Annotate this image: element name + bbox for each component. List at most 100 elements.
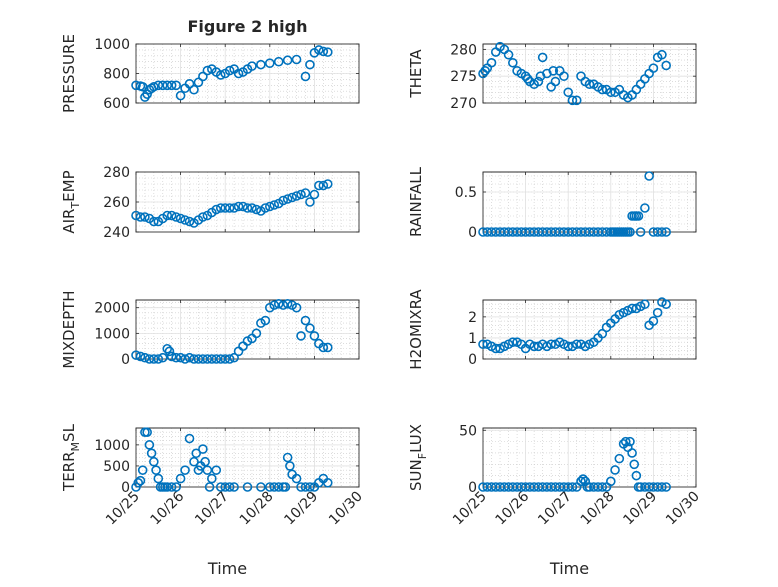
data-point xyxy=(291,54,302,65)
y-tick-label: 1000 xyxy=(94,326,130,342)
data-point xyxy=(657,482,667,492)
y-tick-label: 260 xyxy=(103,195,130,211)
data-point xyxy=(247,203,257,213)
data-point xyxy=(220,482,230,492)
data-point xyxy=(151,465,161,475)
data-point xyxy=(135,475,146,486)
y-tick-label: 280 xyxy=(450,42,477,58)
data-point xyxy=(153,473,164,484)
data-point xyxy=(193,354,204,364)
subplot-theta: 270 275 280 THETA xyxy=(407,41,697,112)
data-point xyxy=(273,56,284,67)
data-point xyxy=(175,213,186,224)
data-point xyxy=(242,203,253,213)
x-axis-label: Time xyxy=(549,559,589,578)
data-point xyxy=(559,71,569,81)
data-point xyxy=(282,55,293,66)
data-point xyxy=(533,76,544,87)
data-point xyxy=(314,45,324,55)
y-axis-label: AIRTEMP xyxy=(60,170,82,233)
data-point xyxy=(537,52,548,63)
data-point xyxy=(503,49,514,60)
y-tick-label: 1 xyxy=(468,331,477,347)
data-point xyxy=(198,354,208,364)
data-point xyxy=(200,456,210,467)
data-point xyxy=(162,210,173,221)
data-point xyxy=(269,200,280,210)
data-point xyxy=(508,337,518,347)
data-point xyxy=(131,350,141,360)
subplot-pressure: 600 800 1000 PRESSURE Figure 2 high xyxy=(60,17,360,113)
data-point xyxy=(131,80,141,91)
chart-title: Figure 2 high xyxy=(188,17,308,36)
y-tick-label: 2 xyxy=(468,310,477,326)
data-point xyxy=(478,339,488,350)
data-point xyxy=(146,448,157,459)
data-point xyxy=(166,80,177,91)
y-tick-label: 2000 xyxy=(94,301,130,317)
data-point xyxy=(614,453,625,464)
data-point xyxy=(220,203,230,213)
data-point xyxy=(314,180,324,191)
data-point xyxy=(215,354,226,364)
data-point xyxy=(627,448,637,458)
data-point xyxy=(149,81,159,92)
data-point xyxy=(133,477,144,488)
data-point xyxy=(247,61,257,71)
data-point xyxy=(229,352,239,363)
data-point xyxy=(522,74,533,84)
data-point xyxy=(175,473,186,484)
data-point xyxy=(153,80,164,91)
y-tick-label: 0 xyxy=(468,225,477,241)
x-tick-label: 10/30 xyxy=(663,489,703,529)
y-tick-label: 50 xyxy=(459,423,477,439)
data-point xyxy=(191,448,202,459)
data-point xyxy=(264,482,275,492)
data-point xyxy=(657,227,667,237)
data-point xyxy=(189,456,199,467)
x-tick-label: 10/26 xyxy=(493,488,533,528)
y-tick-label: 500 xyxy=(103,459,130,475)
y-tick-label: 280 xyxy=(103,165,130,181)
data-point xyxy=(610,465,620,475)
data-point xyxy=(193,77,204,88)
data-point xyxy=(605,87,616,98)
data-point xyxy=(652,307,663,318)
data-point xyxy=(282,194,293,204)
data-point xyxy=(198,444,208,454)
y-axis-label: RAINFALL xyxy=(407,166,425,237)
data-point xyxy=(282,299,293,309)
axes-box xyxy=(135,299,360,360)
y-tick-label: 275 xyxy=(450,69,477,85)
data-point xyxy=(211,354,222,364)
data-point xyxy=(149,216,159,227)
data-point xyxy=(605,476,616,487)
x-tick-label: 10/28 xyxy=(578,489,618,529)
data-point xyxy=(490,343,501,354)
data-point xyxy=(661,299,671,310)
data-point xyxy=(256,59,266,70)
y-tick-label: 240 xyxy=(103,225,130,241)
data-point xyxy=(571,95,582,106)
data-point xyxy=(189,84,199,95)
data-point xyxy=(597,482,608,492)
data-point xyxy=(631,470,642,481)
data-point xyxy=(627,303,637,314)
x-tick-label: 10/28 xyxy=(237,489,277,529)
plot-area xyxy=(482,171,697,233)
y-tick-label: 0 xyxy=(468,480,477,496)
y-axis-label: MIXDEPTH xyxy=(60,290,78,368)
data-point xyxy=(296,482,306,492)
data-point xyxy=(285,461,295,471)
data-point xyxy=(162,343,173,354)
data-point xyxy=(202,354,213,364)
data-point xyxy=(322,179,333,189)
data-point xyxy=(256,482,266,492)
data-point xyxy=(548,66,559,76)
data-point xyxy=(657,49,667,60)
data-point xyxy=(291,191,302,201)
y-axis-label: SUNFLUX xyxy=(407,424,429,491)
x-axis-label: Time xyxy=(207,559,247,578)
